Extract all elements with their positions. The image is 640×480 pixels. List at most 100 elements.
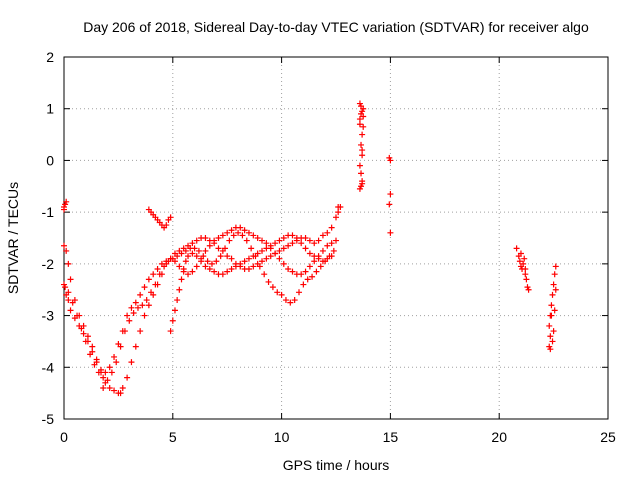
data-point-plus (108, 369, 115, 376)
data-point-plus (359, 131, 366, 138)
data-point-plus (185, 253, 192, 260)
data-point-plus (280, 260, 287, 267)
data-point-plus (319, 232, 326, 239)
data-point-plus (189, 240, 196, 247)
data-point-plus (328, 240, 335, 247)
data-point-plus (124, 312, 131, 319)
data-point-plus (100, 374, 107, 381)
x-tick-label: 0 (60, 429, 68, 445)
data-point-plus (139, 302, 146, 309)
data-points (61, 100, 559, 397)
data-point-plus (280, 235, 287, 241)
data-point-plus (137, 328, 144, 335)
data-point-plus (202, 263, 209, 270)
data-point-plus (289, 240, 296, 247)
data-point-plus (204, 258, 211, 265)
data-point-plus (551, 271, 558, 278)
data-point-plus (156, 271, 163, 278)
data-point-plus (278, 291, 285, 298)
data-point-plus (302, 235, 309, 241)
data-point-plus (217, 253, 224, 260)
data-point-plus (62, 284, 69, 291)
data-point-plus (285, 266, 292, 273)
data-point-plus (106, 384, 113, 391)
data-point-plus (97, 366, 104, 373)
data-point-plus (274, 289, 281, 296)
data-point-plus (206, 242, 213, 249)
data-point-plus (287, 299, 294, 306)
data-point-plus (128, 359, 135, 366)
data-point-plus (185, 271, 192, 278)
data-point-plus (167, 328, 174, 335)
series-track-a (61, 203, 342, 397)
data-point-plus (256, 263, 263, 270)
data-point-plus (174, 297, 181, 304)
data-point-plus (169, 317, 176, 324)
data-point-plus (193, 253, 200, 260)
data-point-plus (89, 348, 96, 355)
data-point-plus (293, 235, 300, 241)
data-point-plus (93, 359, 100, 366)
data-point-plus (522, 266, 529, 273)
data-point-plus (134, 304, 141, 311)
data-point-plus (250, 253, 257, 260)
data-point-plus (195, 247, 202, 254)
data-point-plus (387, 157, 394, 164)
data-point-plus (208, 260, 215, 267)
data-point-plus (302, 268, 309, 275)
data-point-plus (259, 247, 266, 254)
data-point-plus (547, 333, 554, 340)
y-tick-label: 1 (46, 101, 54, 117)
data-point-plus (317, 263, 324, 270)
data-point-plus (551, 307, 558, 314)
series-track-c (67, 224, 339, 376)
data-point-plus (319, 247, 326, 254)
data-point-plus (358, 110, 365, 117)
data-point-plus (84, 338, 91, 345)
data-point-plus (356, 116, 363, 123)
data-point-plus (63, 198, 70, 205)
data-point-plus (230, 232, 237, 239)
data-point-plus (324, 229, 331, 236)
data-point-plus (176, 263, 183, 270)
data-point-plus (311, 240, 318, 247)
data-point-plus (267, 253, 274, 260)
data-point-plus (84, 333, 91, 340)
data-point-plus (111, 353, 118, 360)
data-point-plus (335, 209, 342, 216)
data-point-plus (267, 242, 274, 249)
x-tick-label: 25 (600, 429, 616, 445)
data-point-plus (126, 317, 133, 324)
data-point-plus (102, 369, 109, 376)
x-tick-label: 20 (491, 429, 507, 445)
data-point-plus (176, 286, 183, 293)
data-point-plus (280, 245, 287, 252)
data-point-plus (525, 286, 532, 293)
data-point-plus (65, 297, 72, 304)
data-point-plus (241, 258, 248, 265)
data-point-plus (67, 307, 74, 314)
data-point-plus (319, 258, 326, 265)
data-point-plus (224, 253, 231, 260)
data-point-plus (272, 250, 279, 257)
data-point-plus (306, 250, 313, 257)
data-point-plus (330, 247, 337, 254)
data-point-plus (178, 250, 185, 257)
data-point-plus (248, 245, 255, 252)
data-point-plus (328, 253, 335, 260)
data-point-plus (219, 271, 226, 278)
data-point-plus (245, 229, 252, 236)
y-tick-label: -5 (42, 411, 55, 427)
data-point-plus (306, 263, 313, 270)
data-point-plus (265, 278, 272, 285)
data-point-plus (104, 377, 111, 384)
data-point-plus (150, 271, 157, 278)
x-tick-label: 10 (274, 429, 290, 445)
data-point-plus (61, 242, 67, 249)
series-late-22.5 (546, 263, 559, 353)
data-point-plus (269, 284, 276, 291)
data-point-plus (63, 247, 70, 254)
data-point-plus (128, 304, 135, 311)
data-point-plus (215, 235, 222, 241)
data-point-plus (359, 147, 366, 154)
